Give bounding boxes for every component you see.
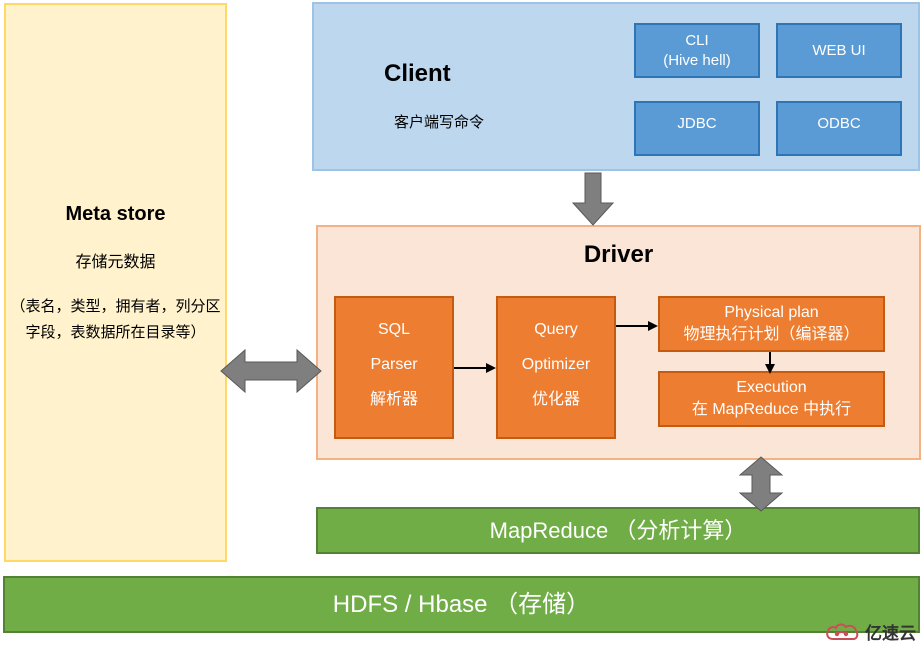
driver-exec-l2: 在 MapReduce 中执行: [660, 399, 883, 421]
client-cli-l1: CLI: [636, 31, 758, 51]
hdfs-box: HDFS / Hbase （存储）: [3, 576, 920, 633]
driver-sql-l3: 解析器: [336, 382, 452, 417]
mapreduce-box: MapReduce （分析计算）: [316, 507, 920, 554]
arrow-sql-to-query: [454, 362, 496, 374]
driver-query-box: Query Optimizer 优化器: [496, 296, 616, 439]
client-odbc-label: ODBC: [817, 115, 860, 132]
client-cli-l2: (Hive hell): [636, 51, 758, 71]
driver-exec-box: Execution 在 MapReduce 中执行: [658, 371, 885, 427]
mapreduce-label: MapReduce （分析计算）: [490, 518, 747, 543]
cloud-icon: [825, 621, 859, 643]
meta-desc: （表名，类型，拥有者，列分区字段，表数据所在目录等）: [6, 294, 225, 345]
driver-title: Driver: [318, 241, 919, 269]
client-webui-label: WEB UI: [812, 42, 865, 59]
client-jdbc-label: JDBC: [677, 115, 716, 132]
driver-phys-l1: Physical plan: [660, 302, 883, 324]
client-jdbc-box: JDBC: [634, 101, 760, 156]
driver-phys-l2: 物理执行计划（编译器）: [660, 324, 883, 346]
driver-exec-l1: Execution: [660, 377, 883, 399]
driver-phys-box: Physical plan 物理执行计划（编译器）: [658, 296, 885, 352]
driver-sql-l2: Parser: [336, 347, 452, 382]
meta-subtitle: 存储元数据: [6, 248, 225, 272]
driver-sql-box: SQL Parser 解析器: [334, 296, 454, 439]
driver-query-l3: 优化器: [498, 382, 614, 417]
client-subtitle: 客户端写命令: [394, 111, 484, 132]
arrow-phys-to-exec: [764, 352, 776, 374]
watermark: 亿速云: [825, 619, 916, 644]
arrow-query-to-phys: [616, 320, 658, 332]
watermark-text: 亿速云: [865, 619, 916, 644]
arrow-client-to-driver: [573, 173, 613, 225]
arrow-meta-driver: [221, 350, 321, 392]
client-odbc-box: ODBC: [776, 101, 902, 156]
arrow-exec-mapreduce: [740, 457, 782, 511]
hdfs-label: HDFS / Hbase （存储）: [333, 591, 590, 618]
client-webui-box: WEB UI: [776, 23, 902, 78]
meta-store-box: Meta store 存储元数据 （表名，类型，拥有者，列分区字段，表数据所在目…: [4, 3, 227, 562]
client-cli-box: CLI (Hive hell): [634, 23, 760, 78]
client-title: Client: [384, 60, 451, 88]
driver-query-l1: Query: [498, 312, 614, 347]
driver-sql-l1: SQL: [336, 312, 452, 347]
driver-query-l2: Optimizer: [498, 347, 614, 382]
meta-title: Meta store: [6, 203, 225, 226]
